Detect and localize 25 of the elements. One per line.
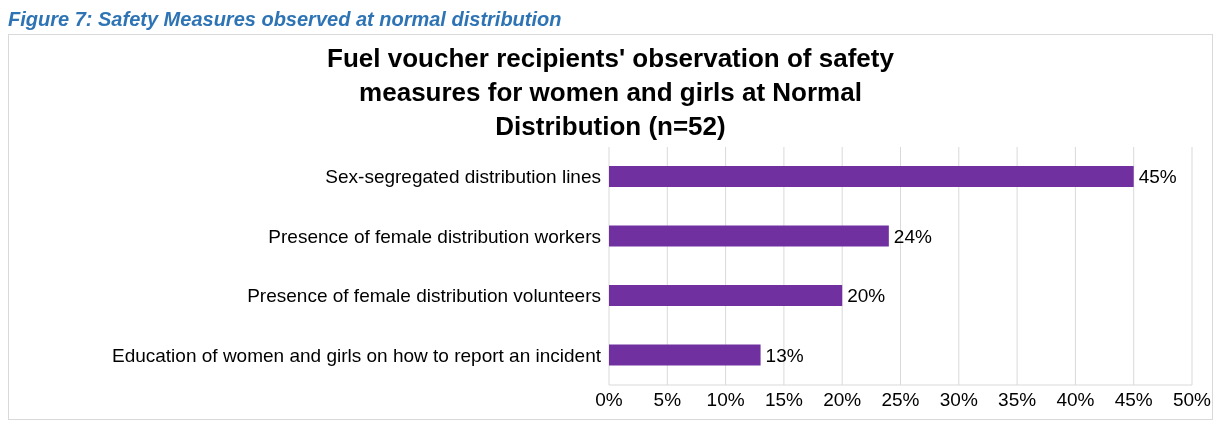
data-label: 20% <box>847 285 886 307</box>
x-tick-label: 10% <box>706 389 745 411</box>
bar <box>609 344 761 366</box>
y-tick-label: Presence of female distribution volunteers <box>247 285 601 307</box>
caption: Figure 7: Safety Measures observed at normal distribution <box>8 8 563 32</box>
y-tick-label: Education of women and girls on how to report an incident <box>111 344 602 366</box>
data-label: 45% <box>1138 166 1177 188</box>
data-label: 24% <box>893 225 932 247</box>
x-tick-label: 30% <box>939 389 978 411</box>
y-tick-label: Presence of female distribution workers <box>268 225 601 247</box>
bar <box>609 166 1134 188</box>
y-tick-label: Sex-segregated distribution lines <box>325 166 601 188</box>
x-tick-label: 5% <box>653 389 682 411</box>
x-tick-label: 50% <box>1172 389 1212 411</box>
x-tick-label: 40% <box>1056 389 1095 411</box>
data-label: 13% <box>765 344 804 366</box>
bar <box>609 225 889 247</box>
x-tick-label: 45% <box>1114 389 1153 411</box>
x-tick-label: 15% <box>764 389 804 411</box>
x-tick-label: 20% <box>823 389 862 411</box>
x-tick-label: 35% <box>998 389 1037 411</box>
x-tick-label: 25% <box>881 389 920 411</box>
x-tick-label: 0% <box>595 389 623 411</box>
chart-title: Fuel voucher recipients' observation of safety measures for women and girls at Normal Distribution (n=52) <box>326 42 895 143</box>
bar <box>609 285 843 307</box>
